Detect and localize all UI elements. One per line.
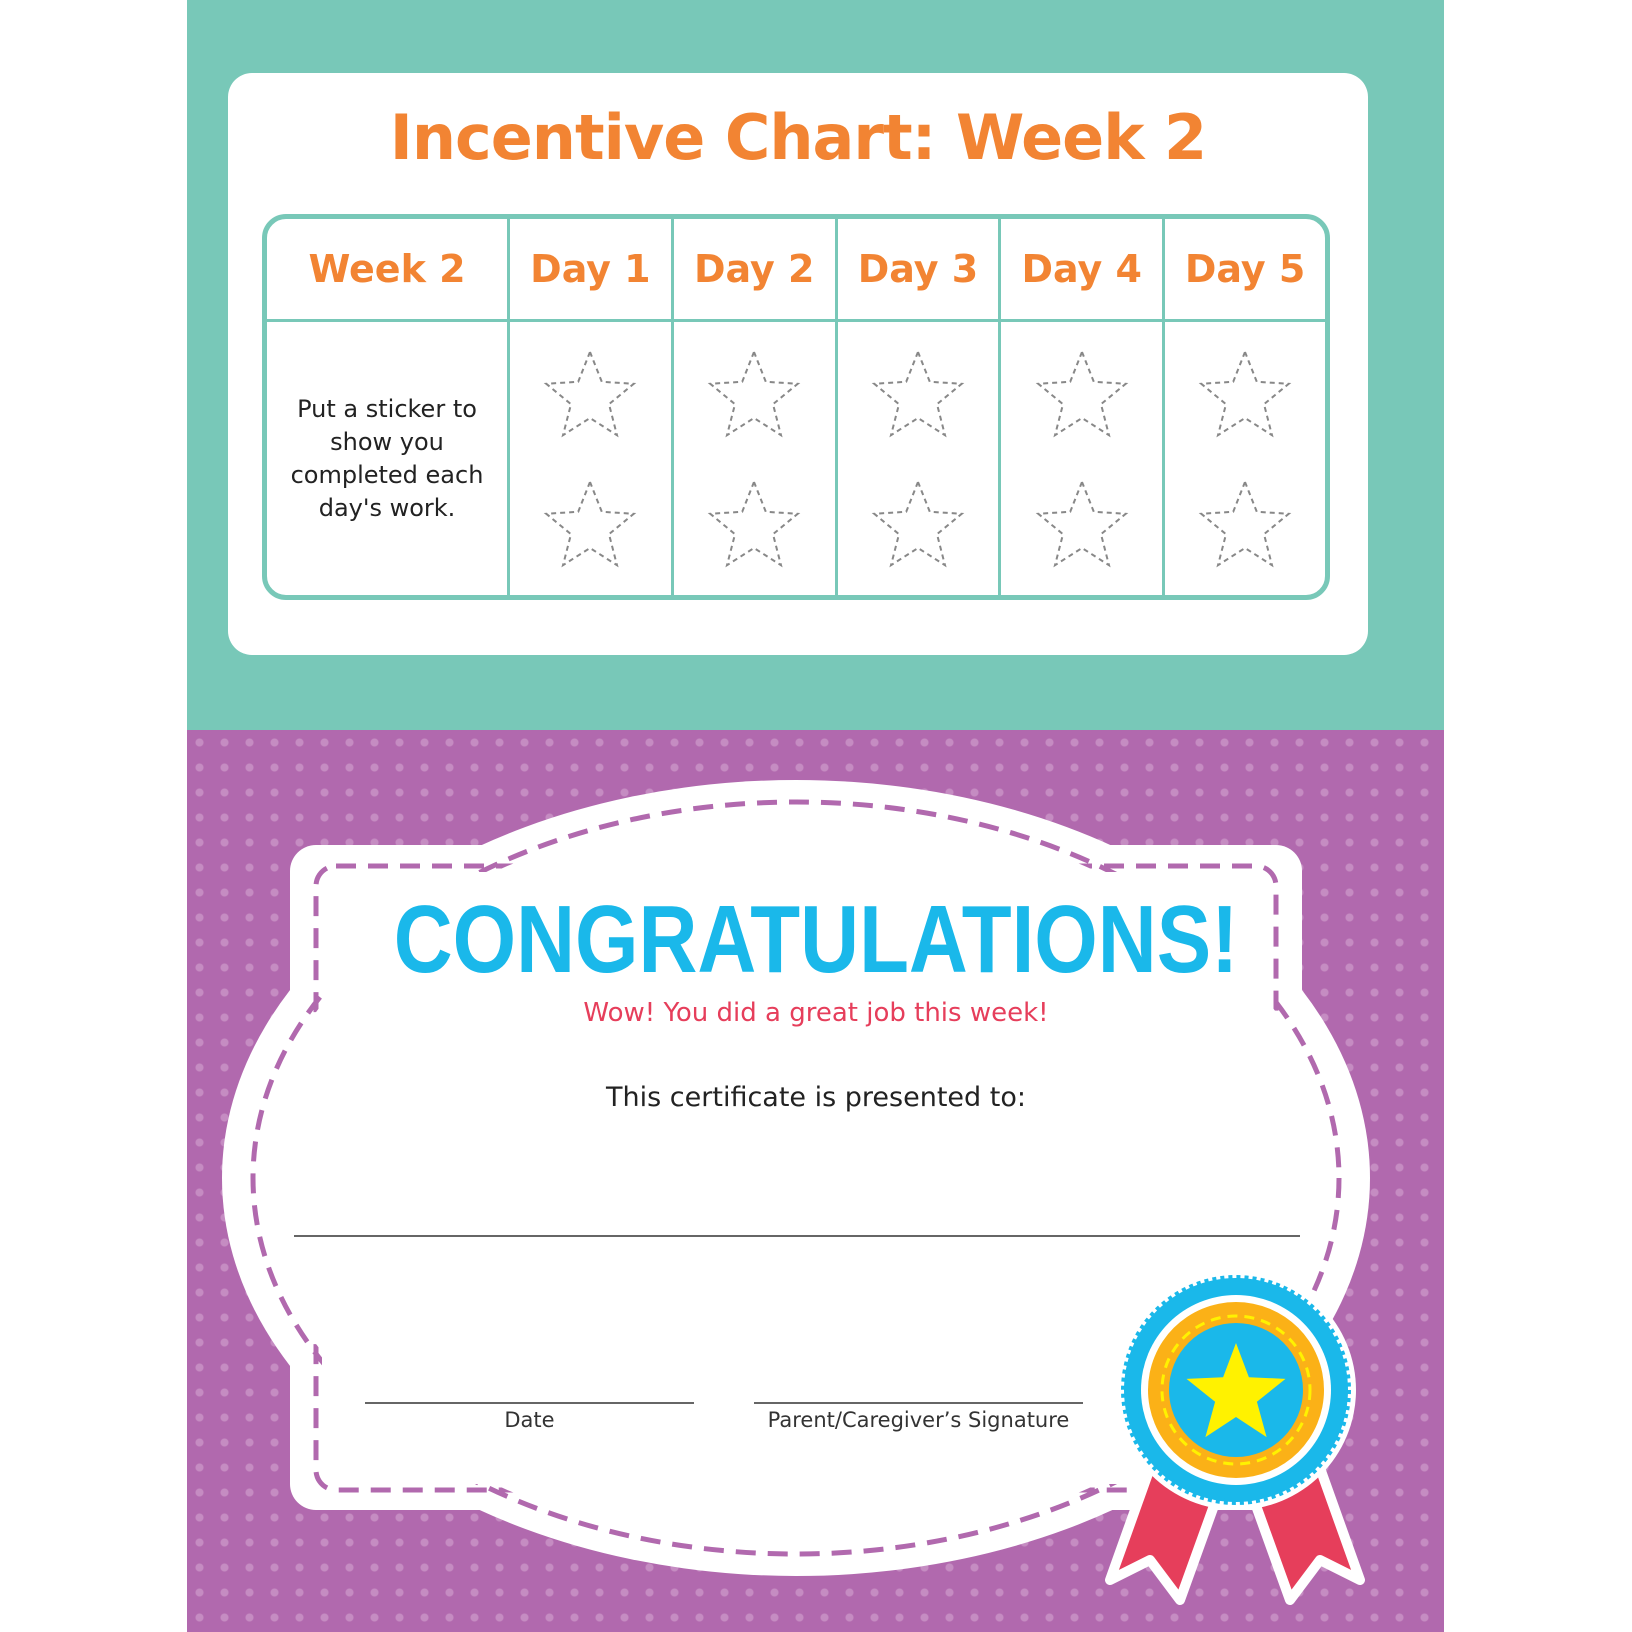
congratulations-heading: CONGRATULATIONS!: [393, 886, 1239, 993]
header-day-1: Day 1: [510, 219, 674, 322]
header-day-4: Day 4: [1001, 219, 1166, 322]
sticker-cell-day-4[interactable]: [1001, 322, 1166, 595]
sticker-cell-day-3[interactable]: [838, 322, 1002, 595]
sticker-row: Put a sticker to show you completed each…: [267, 322, 1325, 595]
header-day-2: Day 2: [673, 219, 838, 322]
presented-to-text: This certificate is presented to:: [606, 1082, 1026, 1113]
instruction-text: Put a sticker to show you completed each…: [290, 394, 484, 522]
instruction-cell: Put a sticker to show you completed each…: [267, 322, 510, 595]
header-day-5: Day 5: [1165, 219, 1325, 322]
certificate-subheading: Wow! You did a great job this week!: [583, 998, 1049, 1028]
date-line[interactable]: [365, 1402, 694, 1404]
sticker-cell-day-1[interactable]: [510, 322, 674, 595]
chart-title: Incentive Chart: Week 2: [389, 101, 1207, 174]
recipient-name-line[interactable]: [294, 1235, 1300, 1237]
incentive-chart-card: Incentive Chart: Week 2 Week 2 Day 1 Day…: [228, 73, 1368, 655]
incentive-table: Week 2 Day 1 Day 2 Day 3 Day 4 Day 5 Put…: [262, 214, 1330, 600]
header-day-3: Day 3: [837, 219, 1002, 322]
header-row: Week 2 Day 1 Day 2 Day 3 Day 4 Day 5: [267, 219, 1325, 322]
date-label: Date: [504, 1408, 555, 1432]
signature-line[interactable]: [754, 1402, 1083, 1404]
header-week: Week 2: [267, 219, 510, 322]
sticker-cell-day-2[interactable]: [674, 322, 838, 595]
signature-label: Parent/Caregiver’s Signature: [767, 1408, 1070, 1432]
